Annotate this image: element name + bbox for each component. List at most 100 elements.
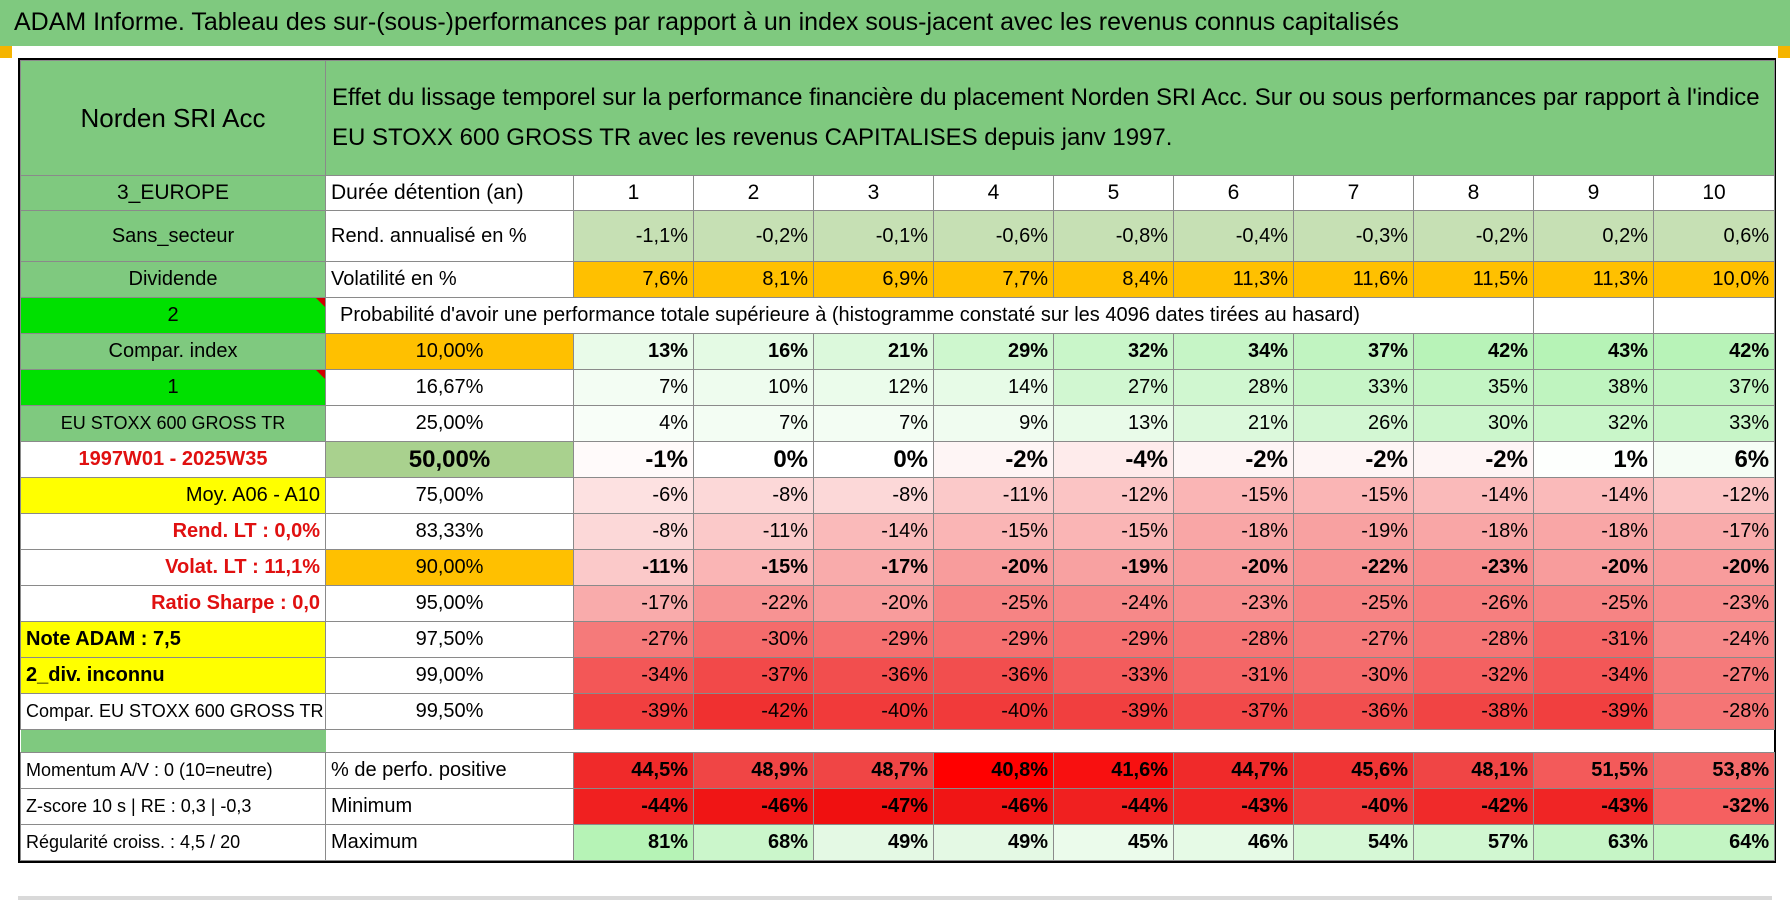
quantile-value: -40% xyxy=(813,693,934,730)
dividend-label: Dividende xyxy=(20,261,326,298)
quantile-value: 30% xyxy=(1413,405,1534,442)
volatility-value: 11,6% xyxy=(1293,261,1414,298)
quantile-value: -14% xyxy=(813,513,934,550)
positive-performance-value: 41,6% xyxy=(1053,752,1174,789)
quantile-value: -29% xyxy=(1053,621,1174,658)
quantile-value: 37% xyxy=(1652,369,1776,406)
quantile-value: -37% xyxy=(1173,693,1294,730)
quantile-row: Compar. index 10,00% 13% 16% 21% 29% 32% 34% 37%… xyxy=(20,333,1776,370)
quantile-value: 21% xyxy=(813,333,934,370)
quantile-value: -36% xyxy=(933,657,1054,694)
quantile-value: -12% xyxy=(1652,477,1776,514)
year-header: 7 xyxy=(1293,175,1414,211)
quantile-value: -8% xyxy=(573,513,694,550)
quantile-value: -15% xyxy=(1293,477,1414,514)
quantile-value: -11% xyxy=(693,513,814,550)
separator-cell xyxy=(1173,729,1294,753)
positive-performance-value: 51,5% xyxy=(1533,752,1654,789)
quantile-value: -27% xyxy=(1293,621,1414,658)
quantile-value: 16% xyxy=(693,333,814,370)
volatility-value: 11,3% xyxy=(1533,261,1654,298)
volatility-value: 11,5% xyxy=(1413,261,1534,298)
annualized-return-value: -0,2% xyxy=(693,210,814,262)
quantile-threshold: 50,00% xyxy=(325,441,574,478)
positive-performance-value: 48,7% xyxy=(813,752,934,789)
maximum-value: 49% xyxy=(813,824,934,861)
quantile-value: -20% xyxy=(1533,549,1654,586)
quantile-value: 7% xyxy=(573,369,694,406)
quantile-value: -15% xyxy=(1173,477,1294,514)
side-label: Rend. LT : 0,0% xyxy=(20,513,326,550)
quantile-value: -22% xyxy=(693,585,814,622)
quantile-value: -25% xyxy=(1533,585,1654,622)
quantile-threshold: 99,00% xyxy=(325,657,574,694)
quantile-value: 0% xyxy=(693,441,814,478)
side-label: 1 xyxy=(20,369,326,406)
side-label: Compar. index xyxy=(20,333,326,370)
quantile-value: 14% xyxy=(933,369,1054,406)
separator-cell xyxy=(1533,729,1654,753)
performance-table: Norden SRI Acc Effet du lissage temporel… xyxy=(20,60,1776,861)
quantile-value: 1% xyxy=(1533,441,1654,478)
minimum-value: -44% xyxy=(1053,788,1174,825)
quantile-value: -32% xyxy=(1413,657,1534,694)
selection-corner-marker xyxy=(1778,46,1790,58)
quantile-value: 13% xyxy=(1053,405,1174,442)
quantile-value: 32% xyxy=(1053,333,1174,370)
quantile-value: 33% xyxy=(1652,405,1776,442)
annualized-return-value: 0,2% xyxy=(1533,210,1654,262)
maximum-value: 63% xyxy=(1533,824,1654,861)
quantile-value: -40% xyxy=(933,693,1054,730)
quantile-value: -2% xyxy=(1173,441,1294,478)
separator-cell xyxy=(1413,729,1534,753)
quantile-value: -17% xyxy=(573,585,694,622)
minimum-row: Z-score 10 s | RE : 0,3 | -0,3 Minimum -44… xyxy=(20,788,1776,825)
quantile-value: -28% xyxy=(1173,621,1294,658)
minimum-value: -46% xyxy=(693,788,814,825)
quantile-row: EU STOXX 600 GROSS TR 25,00% 4% 7% 7% 9% 13% 21… xyxy=(20,405,1776,442)
quantile-value: -29% xyxy=(813,621,934,658)
quantile-value: -30% xyxy=(693,621,814,658)
positive-performance-value: 53,8% xyxy=(1652,752,1776,789)
quantile-value: -33% xyxy=(1053,657,1174,694)
quantile-threshold: 25,00% xyxy=(325,405,574,442)
quantile-value: -20% xyxy=(1173,549,1294,586)
quantile-value: 32% xyxy=(1533,405,1654,442)
quantile-value: -12% xyxy=(1053,477,1174,514)
quantile-row: 1997W01 - 2025W35 50,00% -1% 0% 0% -2% -4% -2% -… xyxy=(20,441,1776,478)
quantile-row: Compar. EU STOXX 600 GROSS TR 99,50% -39% -… xyxy=(20,693,1776,730)
annualized-return-value: -0,3% xyxy=(1293,210,1414,262)
minimum-value: -47% xyxy=(813,788,934,825)
quantile-value: 42% xyxy=(1413,333,1534,370)
quantile-threshold: 83,33% xyxy=(325,513,574,550)
quantile-value: -19% xyxy=(1053,549,1174,586)
year-header: 6 xyxy=(1173,175,1294,211)
volatility-value: 10,0% xyxy=(1652,261,1776,298)
quantile-value: -17% xyxy=(1652,513,1776,550)
quantile-value: -15% xyxy=(693,549,814,586)
fund-name: Norden SRI Acc xyxy=(20,60,326,176)
side-label: Note ADAM : 7,5 xyxy=(20,621,326,658)
quantile-value: -2% xyxy=(1293,441,1414,478)
quantile-threshold: 75,00% xyxy=(325,477,574,514)
region-label: 3_EUROPE xyxy=(20,175,326,211)
year-header: 2 xyxy=(693,175,814,211)
quantile-row: Note ADAM : 7,5 97,50% -27% -30% -29% -29% -29… xyxy=(20,621,1776,658)
quantile-value: -20% xyxy=(933,549,1054,586)
quantile-value: -11% xyxy=(573,549,694,586)
quantile-value: -2% xyxy=(933,441,1054,478)
quantile-value: -15% xyxy=(933,513,1054,550)
quantile-value: -28% xyxy=(1652,693,1776,730)
report-title-bar: ADAM Informe. Tableau des sur-(sous-)per… xyxy=(0,0,1790,46)
separator-cell xyxy=(1293,729,1414,753)
quantile-value: -8% xyxy=(813,477,934,514)
positive-performance-value: 48,1% xyxy=(1413,752,1534,789)
quantile-value: -15% xyxy=(1053,513,1174,550)
volatility-label: Volatilité en % xyxy=(325,261,574,298)
quantile-value: -39% xyxy=(1053,693,1174,730)
positive-performance-row: Momentum A/V : 0 (10=neutre)% de perfo. … xyxy=(20,752,1776,789)
quantile-value: 38% xyxy=(1533,369,1654,406)
year-header: 9 xyxy=(1533,175,1654,211)
separator-cell xyxy=(1653,729,1775,753)
quantile-value: -4% xyxy=(1053,441,1174,478)
